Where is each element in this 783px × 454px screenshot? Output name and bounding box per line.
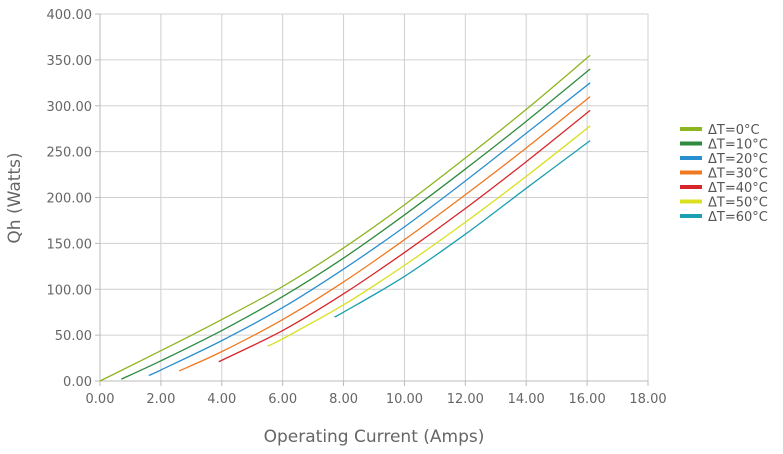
y-tick-label: 0.00: [63, 375, 92, 390]
legend-label-4: ΔT=40°C: [708, 181, 768, 196]
y-axis-title: Qh (Watts): [5, 152, 25, 243]
legend-label-6: ΔT=60°C: [708, 210, 768, 225]
legend-swatch-4: [680, 185, 702, 189]
legend-swatch-2: [680, 156, 702, 160]
x-tick-label: 0.00: [86, 392, 115, 407]
series-line-0: [99, 54, 591, 382]
y-tick-label: 100.00: [47, 283, 93, 298]
x-tick-label: 4.00: [207, 392, 236, 407]
legend-swatch-6: [680, 214, 702, 218]
legend-swatch-0: [680, 127, 702, 131]
series-line-4: [218, 109, 591, 363]
y-tick-label: 50.00: [55, 329, 92, 344]
x-tick-label: 16.00: [569, 392, 606, 407]
series-line-1: [121, 68, 591, 380]
y-tick-label: 350.00: [47, 54, 93, 69]
y-tick-label: 400.00: [47, 8, 93, 23]
legend: ΔT=0°CΔT=10°CΔT=20°CΔT=30°CΔT=40°CΔT=50°…: [680, 123, 768, 225]
legend-label-1: ΔT=10°C: [708, 138, 768, 153]
y-tick-label: 150.00: [47, 237, 93, 252]
legend-label-2: ΔT=20°C: [708, 152, 768, 167]
series-line-5: [267, 125, 591, 347]
y-tick-label: 200.00: [47, 192, 93, 207]
series-line-3: [178, 96, 591, 372]
x-tick-label: 12.00: [447, 392, 484, 407]
x-tick-label: 14.00: [508, 392, 545, 407]
legend-label-0: ΔT=0°C: [708, 123, 760, 138]
x-tick-label: 10.00: [386, 392, 423, 407]
x-tick-label: 18.00: [629, 392, 666, 407]
y-tick-label: 250.00: [47, 146, 93, 161]
legend-label-5: ΔT=50°C: [708, 196, 768, 211]
series-lines: [99, 54, 591, 382]
x-axis-title: Operating Current (Amps): [264, 427, 485, 447]
x-tick-label: 6.00: [268, 392, 297, 407]
series-line-6: [334, 140, 591, 318]
legend-swatch-3: [680, 170, 702, 175]
series-line-2: [148, 82, 591, 377]
axes: 0.00 2.00 4.00 6.00 8.00 10.00 12.00 14.00 16.00…: [47, 8, 667, 407]
legend-label-3: ΔT=30°C: [708, 167, 768, 182]
grid: [99, 13, 649, 382]
y-tick-label: 300.00: [47, 100, 93, 115]
legend-swatch-5: [680, 199, 702, 204]
x-tick-label: 2.00: [146, 392, 175, 407]
x-tick-label: 8.00: [329, 392, 358, 407]
legend-swatch-1: [680, 141, 702, 146]
